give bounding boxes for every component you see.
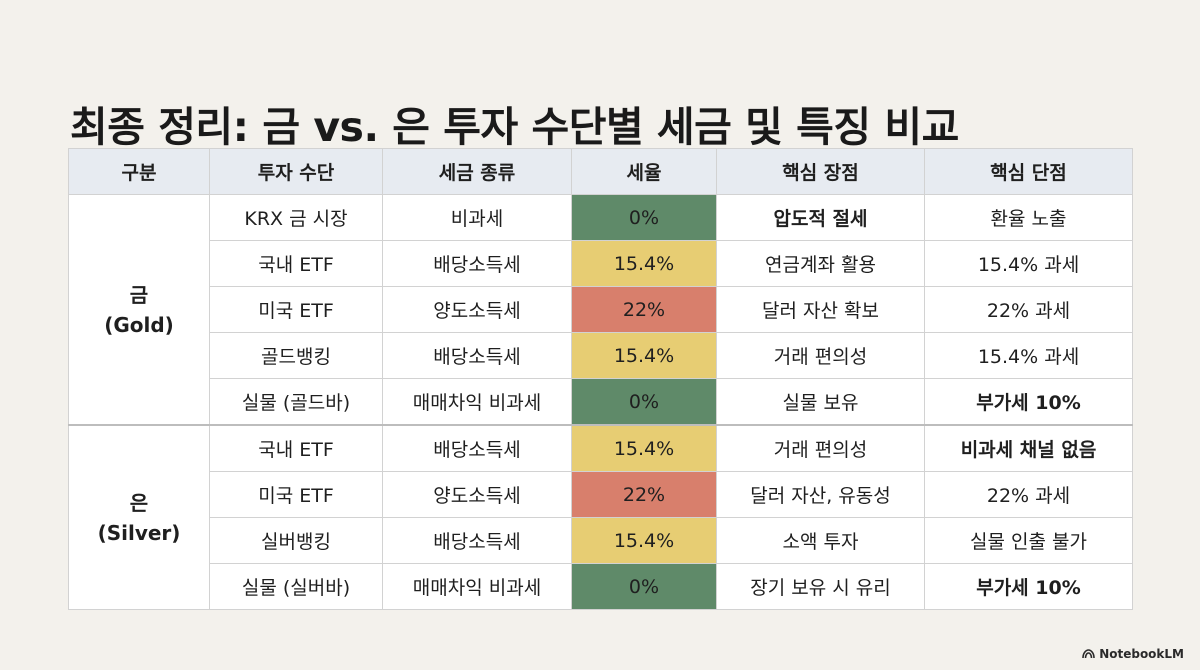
pro-cell: 소액 투자 bbox=[716, 517, 925, 564]
tax-rate-cell: 15.4% bbox=[571, 424, 717, 472]
page-title: 최종 정리: 금 vs. 은 투자 수단별 세금 및 특징 비교 bbox=[70, 103, 959, 152]
table-row: 미국 ETF 양도소득세 22% 달러 자산, 유동성 22% 과세 bbox=[69, 471, 1133, 518]
con-cell: 비과세 채널 없음 bbox=[924, 424, 1133, 472]
silver-group: 은 (Silver) 국내 ETF 배당소득세 15.4% 거래 편의성 비과세 채널 없음… bbox=[68, 424, 1133, 610]
table-row: 실버뱅킹 배당소득세 15.4% 소액 투자 실물 인출 불가 bbox=[69, 517, 1133, 564]
vehicle-cell: 실물 (실버바) bbox=[209, 563, 383, 610]
table-row: 실물 (골드바) 매매차익 비과세 0% 실물 보유 부가세 10% bbox=[69, 378, 1133, 426]
vehicle-cell: 실물 (골드바) bbox=[209, 378, 383, 426]
tax-rate-cell: 0% bbox=[571, 378, 717, 426]
tax-rate-cell: 0% bbox=[571, 194, 717, 241]
pro-cell: 달러 자산, 유동성 bbox=[716, 471, 925, 518]
tax-type-cell: 매매차익 비과세 bbox=[382, 563, 572, 610]
tax-type-cell: 배당소득세 bbox=[382, 240, 572, 287]
con-cell: 부가세 10% bbox=[924, 378, 1133, 426]
tax-type-cell: 매매차익 비과세 bbox=[382, 378, 572, 426]
header-pros: 핵심 장점 bbox=[716, 148, 925, 195]
tax-type-cell: 배당소득세 bbox=[382, 517, 572, 564]
comparison-table: 구분 투자 수단 세금 종류 세율 핵심 장점 핵심 단점 금 (Gold) KRX… bbox=[68, 148, 1133, 610]
table-row: 실물 (실버바) 매매차익 비과세 0% 장기 보유 시 유리 부가세 10% bbox=[69, 563, 1133, 610]
table-row: 금 (Gold) KRX 금 시장 비과세 0% 압도적 절세 환율 노출 bbox=[68, 194, 1133, 426]
table-row: 국내 ETF 배당소득세 15.4% 연금계좌 활용 15.4% 과세 bbox=[69, 240, 1133, 287]
header-vehicle: 투자 수단 bbox=[209, 148, 383, 195]
header-category: 구분 bbox=[68, 148, 210, 195]
header-tax-rate: 세율 bbox=[571, 148, 717, 195]
con-cell: 실물 인출 불가 bbox=[924, 517, 1133, 564]
vehicle-cell: 미국 ETF bbox=[209, 471, 383, 518]
con-cell: 15.4% 과세 bbox=[924, 332, 1133, 379]
pro-cell: 거래 편의성 bbox=[716, 424, 925, 472]
tax-type-cell: 양도소득세 bbox=[382, 286, 572, 333]
table-row: 골드뱅킹 배당소득세 15.4% 거래 편의성 15.4% 과세 bbox=[69, 332, 1133, 379]
vehicle-cell: 국내 ETF bbox=[209, 240, 383, 287]
group-label-line: 은 bbox=[129, 490, 149, 515]
group-label-line: (Gold) bbox=[104, 312, 174, 337]
header-cons: 핵심 단점 bbox=[924, 148, 1133, 195]
pro-cell: 거래 편의성 bbox=[716, 332, 925, 379]
gold-group: 금 (Gold) KRX 금 시장 비과세 0% 압도적 절세 환율 노출 국내 ETF 배당소… bbox=[68, 194, 1133, 426]
con-cell: 15.4% 과세 bbox=[924, 240, 1133, 287]
tax-rate-cell: 22% bbox=[571, 286, 717, 333]
tax-rate-cell: 22% bbox=[571, 471, 717, 518]
con-cell: 부가세 10% bbox=[924, 563, 1133, 610]
vehicle-cell: KRX 금 시장 bbox=[209, 194, 383, 241]
vehicle-cell: 국내 ETF bbox=[209, 424, 383, 472]
table-row: 미국 ETF 양도소득세 22% 달러 자산 확보 22% 과세 bbox=[69, 286, 1133, 333]
pro-cell: 연금계좌 활용 bbox=[716, 240, 925, 287]
group-label: 금 (Gold) bbox=[68, 194, 210, 426]
vehicle-cell: 미국 ETF bbox=[209, 286, 383, 333]
tax-type-cell: 양도소득세 bbox=[382, 471, 572, 518]
vehicle-cell: 골드뱅킹 bbox=[209, 332, 383, 379]
tax-rate-cell: 15.4% bbox=[571, 332, 717, 379]
table-row: 은 (Silver) 국내 ETF 배당소득세 15.4% 거래 편의성 비과세 채널 없음 bbox=[68, 424, 1133, 610]
group-label: 은 (Silver) bbox=[68, 424, 210, 610]
pro-cell: 장기 보유 시 유리 bbox=[716, 563, 925, 610]
pro-cell: 압도적 절세 bbox=[716, 194, 925, 241]
notebooklm-logo-icon bbox=[1082, 649, 1095, 659]
tax-rate-cell: 0% bbox=[571, 563, 717, 610]
pro-cell: 실물 보유 bbox=[716, 378, 925, 426]
group-label-line: (Silver) bbox=[97, 520, 181, 545]
group-label-line: 금 bbox=[129, 282, 149, 307]
footer-brand: NotebookLM bbox=[1082, 647, 1184, 661]
tax-type-cell: 배당소득세 bbox=[382, 332, 572, 379]
footer-brand-label: NotebookLM bbox=[1099, 647, 1184, 661]
table-header-row: 구분 투자 수단 세금 종류 세율 핵심 장점 핵심 단점 bbox=[68, 148, 1133, 195]
pro-cell: 달러 자산 확보 bbox=[716, 286, 925, 333]
con-cell: 환율 노출 bbox=[924, 194, 1133, 241]
tax-rate-cell: 15.4% bbox=[571, 240, 717, 287]
tax-rate-cell: 15.4% bbox=[571, 517, 717, 564]
con-cell: 22% 과세 bbox=[924, 471, 1133, 518]
tax-type-cell: 비과세 bbox=[382, 194, 572, 241]
header-tax-type: 세금 종류 bbox=[382, 148, 572, 195]
tax-type-cell: 배당소득세 bbox=[382, 424, 572, 472]
vehicle-cell: 실버뱅킹 bbox=[209, 517, 383, 564]
con-cell: 22% 과세 bbox=[924, 286, 1133, 333]
